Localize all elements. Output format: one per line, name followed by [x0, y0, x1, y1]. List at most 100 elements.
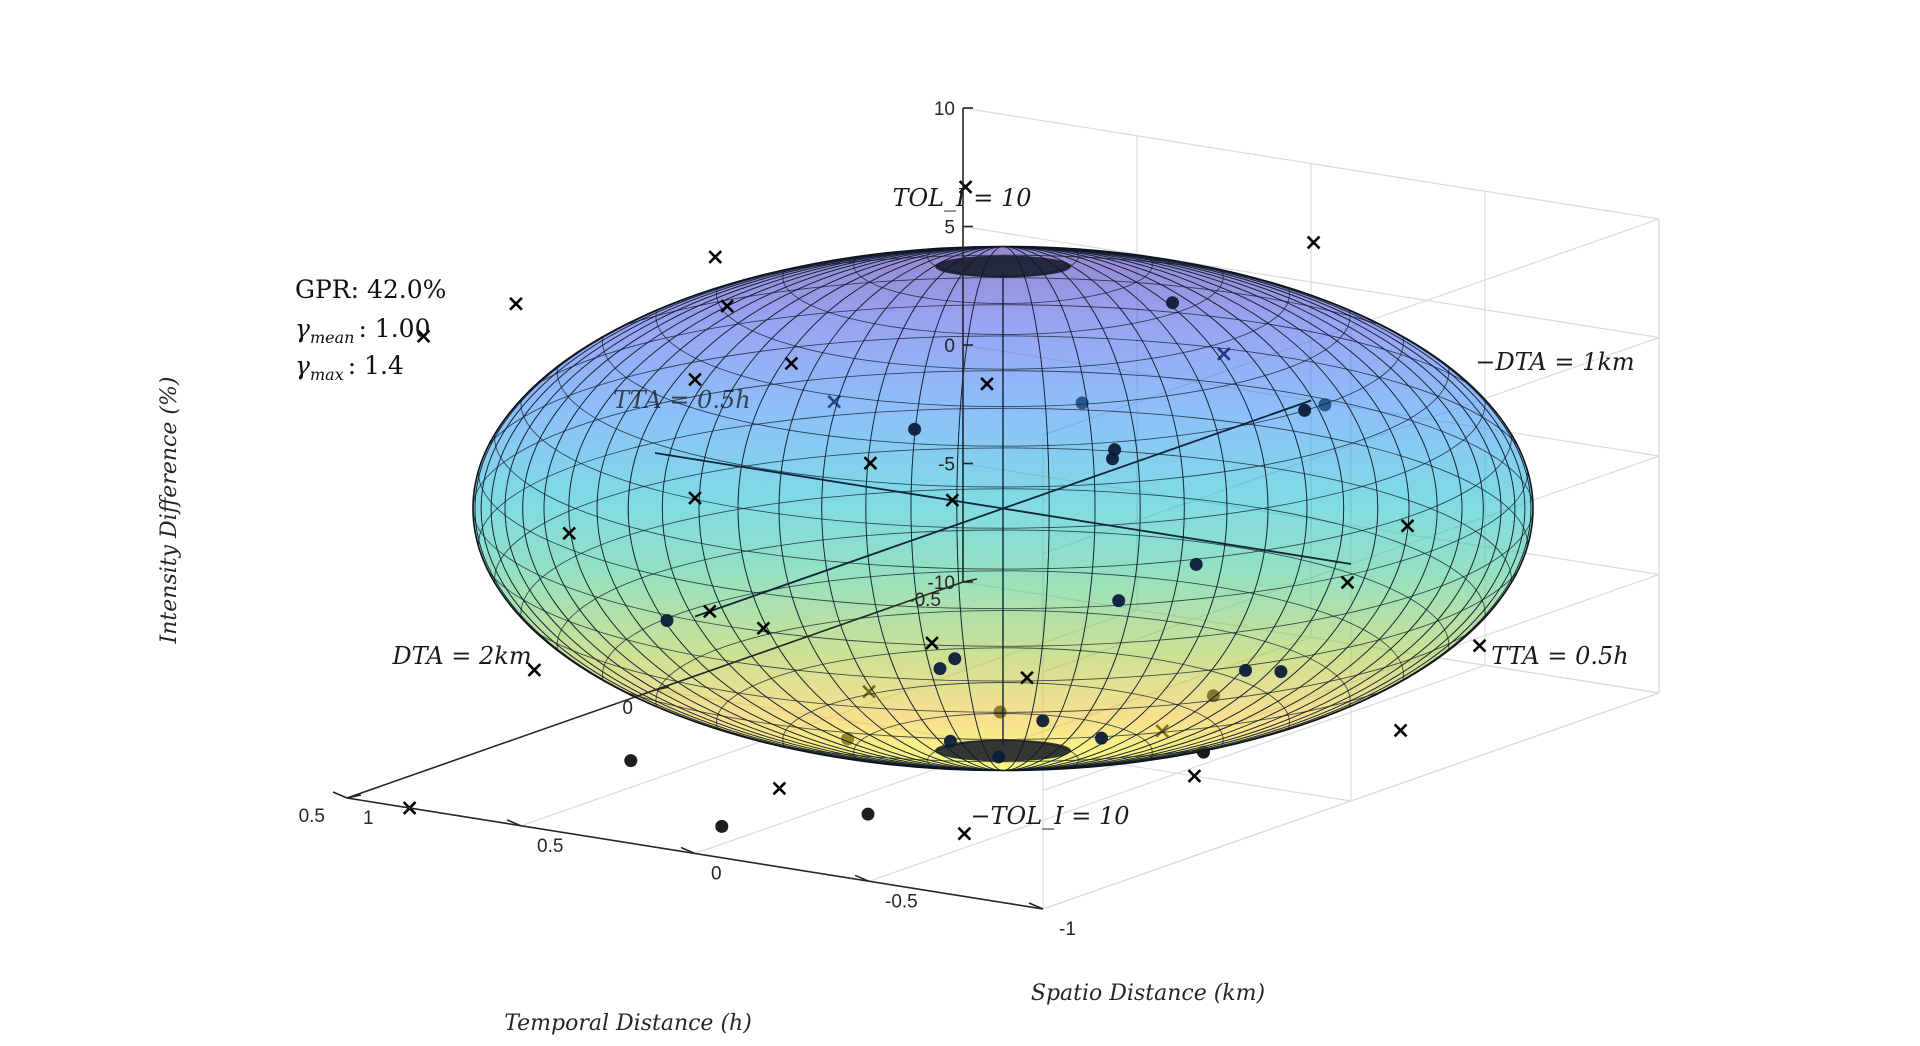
- meridian-line: [522, 246, 1484, 771]
- z-axis-label: Intensity Difference (%): [157, 377, 182, 645]
- top-pole-cap: [935, 255, 1071, 278]
- dta-negative-label: −DTA = 1km: [1475, 348, 1634, 376]
- z-tick-label: -10: [928, 573, 955, 594]
- x-axis-label: Spatio Distance (km): [1031, 981, 1265, 1006]
- tta-positive-label: TTA = 0.5h: [613, 386, 750, 414]
- tol-negative-label: −TOL_I = 10: [970, 802, 1129, 830]
- fail-point: [562, 526, 577, 541]
- fail-point: [720, 299, 735, 313]
- pass-point: [992, 750, 1006, 764]
- fail-point: [1400, 518, 1415, 533]
- dta-positive-label: DTA = 2km: [391, 642, 531, 670]
- z-tick-label: 10: [934, 99, 955, 120]
- pass-point: [715, 819, 729, 833]
- meridian-line: [480, 246, 1526, 771]
- z-tick-label: -5: [938, 455, 955, 476]
- pass-point: [1108, 443, 1122, 457]
- y-tick-label: -0.5: [908, 590, 941, 611]
- front-markers: [402, 180, 1415, 833]
- x-tick-label: 0: [711, 864, 722, 885]
- gamma-max-text: γmax: 1.4: [295, 351, 404, 384]
- pass-point: [943, 734, 957, 748]
- meridian-line: [474, 246, 1532, 771]
- x-tick: [506, 819, 522, 827]
- fail-point: [925, 636, 939, 650]
- y-axis-label: Temporal Distance (h): [504, 1011, 752, 1036]
- meridian-line: [910, 246, 1096, 771]
- meridian-line: [698, 246, 1308, 771]
- fail-point: [509, 296, 523, 311]
- tta-negative-label: TTA = 0.5h: [1491, 642, 1628, 670]
- fail-point: [688, 372, 702, 387]
- meridian-line: [596, 246, 1410, 771]
- fail-point: [527, 663, 542, 677]
- pass-point: [1239, 663, 1252, 677]
- y-tick: [654, 686, 670, 691]
- meridian-line: [956, 246, 1050, 771]
- fail-point: [702, 604, 717, 619]
- meridian-line: [737, 246, 1269, 771]
- pass-point: [624, 754, 638, 768]
- pass-point: [1274, 665, 1288, 679]
- x-tick-label: -1: [1059, 919, 1076, 940]
- meridian-line: [627, 246, 1379, 771]
- fail-point: [756, 621, 771, 636]
- pass-point: [861, 807, 875, 821]
- y-tick: [962, 578, 978, 583]
- y-tick: [346, 794, 362, 799]
- ellipsoid-surface: [472, 245, 1534, 772]
- pass-point: [1298, 403, 1312, 417]
- pass-point: [1189, 557, 1203, 571]
- fail-point: [1020, 670, 1034, 685]
- x-tick-label: 0.5: [537, 836, 563, 857]
- fail-point: [772, 781, 787, 796]
- pass-point: [933, 662, 947, 676]
- meridian-line: [490, 246, 1516, 771]
- meridian-line: [661, 246, 1345, 771]
- meridian-line: [543, 246, 1463, 771]
- fail-point: [688, 491, 702, 505]
- fail-point: [416, 329, 431, 344]
- x-tick-label: -0.5: [885, 891, 918, 912]
- ellipsoid-wireframe: [473, 246, 1533, 771]
- pass-point: [660, 614, 674, 627]
- x-tick: [854, 874, 870, 883]
- stats-annotation: GPR: 42.0% γmean: 1.00 γmax: 1.4: [295, 275, 446, 384]
- gamma-max-symbol: γ: [295, 351, 310, 380]
- pass-point: [908, 422, 922, 436]
- fail-point: [957, 826, 972, 841]
- x-tick: [332, 791, 348, 799]
- pass-point: [1166, 296, 1179, 310]
- fail-point: [1472, 638, 1487, 653]
- x-tick-label: 1: [363, 808, 374, 829]
- fail-point: [1187, 769, 1202, 783]
- axes-frame: [332, 107, 1044, 910]
- y-tick-label: 0: [622, 698, 633, 719]
- fail-point: [863, 456, 878, 470]
- gamma-mean-sub: mean: [310, 328, 354, 347]
- fail-point: [784, 356, 799, 371]
- z-tick-label: 0: [944, 336, 955, 357]
- gamma-max-value: : 1.4: [348, 351, 404, 380]
- fail-point: [708, 250, 723, 264]
- gpr-label: GPR:: [295, 275, 367, 304]
- fail-point: [945, 493, 960, 507]
- meridian-line: [504, 246, 1502, 771]
- tol-positive-label: TOL_I = 10: [892, 184, 1031, 212]
- fail-point: [1340, 575, 1355, 590]
- gpr-text: GPR: 42.0%: [295, 275, 446, 304]
- pass-point: [1095, 731, 1108, 745]
- meridian-line: [865, 246, 1141, 771]
- y-tick-label: 0.5: [299, 806, 325, 827]
- bottom-pole-cap: [935, 739, 1071, 762]
- gamma-mean-value: : 1.00: [358, 314, 430, 343]
- fail-point: [1306, 235, 1321, 250]
- pass-point: [1036, 714, 1050, 728]
- pass-point: [948, 652, 962, 666]
- gamma-max-sub: max: [310, 365, 344, 384]
- gamma-mean-text: γmean: 1.00: [295, 314, 430, 347]
- fail-point: [980, 377, 994, 391]
- meridian-line: [568, 246, 1438, 771]
